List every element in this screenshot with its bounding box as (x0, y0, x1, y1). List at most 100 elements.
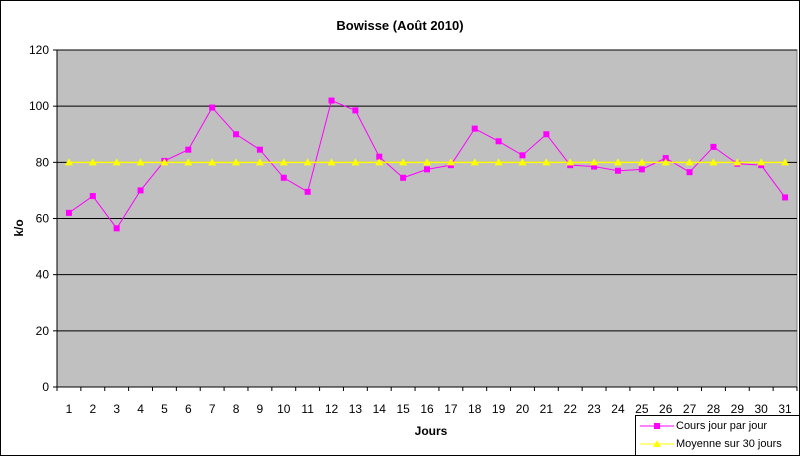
x-tick-label: 5 (161, 402, 168, 416)
data-point (376, 153, 383, 160)
x-tick-label: 18 (468, 402, 482, 416)
data-point (494, 158, 503, 166)
data-point (591, 163, 598, 170)
data-point (709, 158, 718, 166)
x-tick-label: 14 (373, 402, 387, 416)
data-point (233, 131, 240, 138)
legend: Cours jour par jour Moyenne sur 30 jours (635, 415, 800, 456)
y-tick-label: 80 (36, 155, 50, 169)
x-tick-label: 15 (396, 402, 410, 416)
data-point (375, 158, 384, 166)
x-tick-label: 1 (66, 402, 73, 416)
data-point (518, 158, 527, 166)
data-point (471, 125, 478, 132)
data-point (710, 143, 717, 150)
data-point (638, 166, 645, 173)
chart-title: Bowisse (Août 2010) (336, 18, 464, 33)
y-tick-label: 120 (29, 43, 49, 57)
y-axis-label: k/o (12, 219, 26, 237)
data-point (637, 158, 646, 166)
data-point (686, 169, 693, 176)
data-point (327, 158, 336, 166)
data-point (160, 158, 169, 166)
data-point (112, 158, 121, 166)
legend-symbol-square-icon (640, 423, 674, 429)
data-point (782, 194, 789, 201)
data-point (88, 158, 97, 166)
x-tick-label: 28 (707, 402, 721, 416)
data-point (328, 97, 335, 104)
data-point (470, 158, 479, 166)
x-tick-label: 29 (731, 402, 745, 416)
x-tick-label: 2 (89, 402, 96, 416)
data-point (542, 158, 551, 166)
data-point (423, 158, 431, 166)
data-point (519, 152, 526, 159)
data-point (279, 158, 288, 166)
y-tick-label: 100 (29, 99, 49, 113)
x-tick-label: 20 (516, 402, 530, 416)
data-point (65, 209, 72, 216)
x-tick-label: 12 (325, 402, 339, 416)
data-point (303, 158, 312, 166)
data-point (733, 158, 742, 166)
x-tick-label: 4 (137, 402, 144, 416)
data-point (209, 104, 216, 111)
x-tick-label: 8 (233, 402, 240, 416)
data-point (208, 158, 217, 166)
data-point (446, 158, 455, 166)
x-tick-label: 25 (635, 402, 649, 416)
y-tick-label: 60 (36, 212, 50, 226)
legend-item-series-1: Cours jour par jour (636, 418, 799, 434)
x-tick-label: 22 (564, 402, 578, 416)
y-tick-label: 20 (36, 324, 50, 338)
x-tick-label: 16 (420, 402, 434, 416)
data-point (685, 158, 694, 166)
x-tick-label: 9 (257, 402, 264, 416)
data-point (113, 225, 120, 232)
data-point (590, 158, 599, 166)
data-point (64, 158, 73, 166)
data-point (184, 158, 193, 166)
data-point (185, 146, 192, 153)
x-tick-label: 7 (209, 402, 216, 416)
legend-item-series-2: Moyenne sur 30 jours (636, 436, 799, 452)
data-point (781, 158, 790, 166)
legend-symbol-triangle-icon (640, 440, 674, 447)
data-point (543, 131, 550, 138)
x-tick-label: 17 (444, 402, 458, 416)
x-tick-label: 13 (349, 402, 363, 416)
data-point (400, 174, 407, 181)
data-point (232, 158, 241, 166)
x-tick-label: 30 (755, 402, 769, 416)
x-tick-label: 26 (659, 402, 673, 416)
x-tick-label: 11 (301, 402, 314, 416)
x-tick-label: 23 (587, 402, 601, 416)
data-point (280, 174, 287, 181)
data-point (352, 107, 359, 114)
data-point (255, 158, 264, 166)
x-tick-label: 31 (778, 402, 792, 416)
data-point (89, 193, 96, 200)
x-axis-label: Jours (414, 424, 448, 438)
data-point (304, 188, 311, 195)
data-point (613, 158, 622, 166)
x-tick-label: 19 (492, 402, 506, 416)
x-tick-label: 24 (611, 402, 625, 416)
data-point (495, 138, 502, 145)
x-tick-label: 21 (540, 402, 554, 416)
data-point (351, 158, 360, 166)
data-point (614, 167, 621, 174)
data-point (662, 155, 669, 162)
data-point (424, 166, 430, 173)
legend-label: Cours jour par jour (676, 420, 768, 432)
y-tick-label: 40 (36, 268, 50, 282)
data-point (566, 158, 575, 166)
data-point (137, 187, 144, 194)
data-point (661, 158, 670, 166)
x-tick-label: 6 (185, 402, 192, 416)
data-point (136, 158, 145, 166)
x-tick-label: 10 (277, 402, 291, 416)
